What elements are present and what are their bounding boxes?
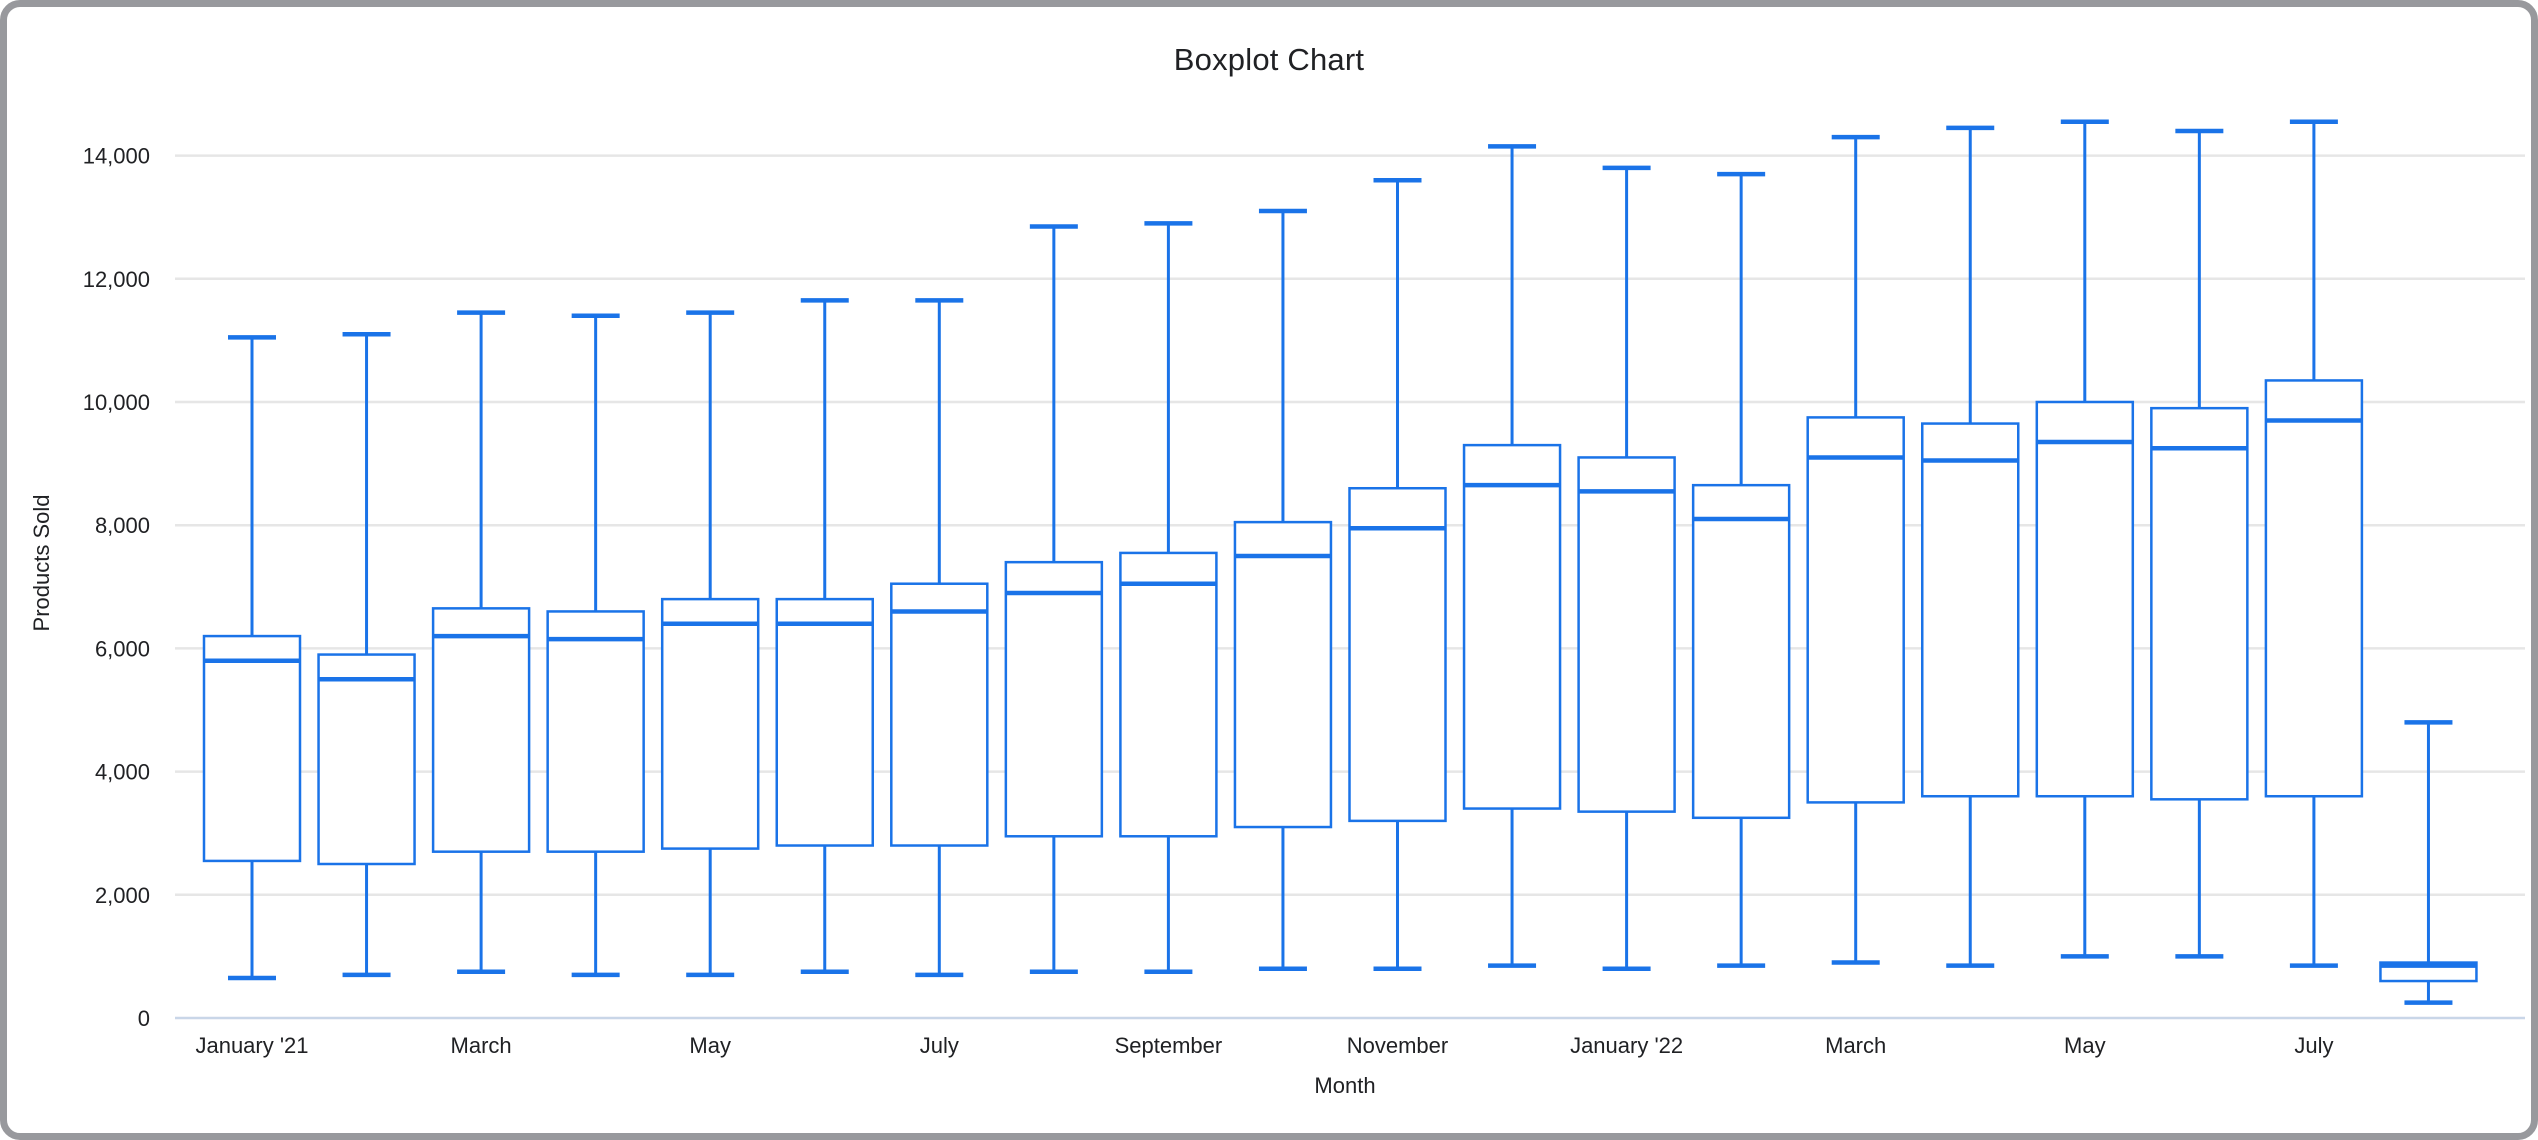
- boxplot-box[interactable]: [2379, 720, 2478, 1005]
- boxplot-box[interactable]: [317, 331, 416, 978]
- boxplot-box[interactable]: [2150, 128, 2249, 959]
- iqr-box: [546, 610, 645, 853]
- iqr-box: [1921, 422, 2020, 798]
- boxplot-box[interactable]: [775, 298, 874, 975]
- iqr-box: [317, 653, 416, 866]
- x-tick-label: May: [689, 1033, 731, 1058]
- y-tick-label: 4,000: [95, 760, 150, 785]
- x-tick-label: November: [1347, 1033, 1448, 1058]
- x-tick-label: July: [920, 1033, 959, 1058]
- boxplot-box[interactable]: [2035, 119, 2135, 959]
- boxplot-box[interactable]: [546, 313, 645, 978]
- x-tick-label: July: [2294, 1033, 2333, 1058]
- x-tick-label: September: [1115, 1033, 1223, 1058]
- boxplot-box[interactable]: [2264, 119, 2364, 968]
- y-tick-label: 12,000: [83, 267, 150, 292]
- x-tick-label: May: [2064, 1033, 2106, 1058]
- iqr-box: [1348, 486, 1447, 823]
- boxplot-box[interactable]: [1691, 171, 1791, 968]
- iqr-box: [1577, 456, 1676, 813]
- iqr-box: [1233, 520, 1333, 829]
- boxplot-box[interactable]: [1806, 134, 1905, 965]
- chart-title: Boxplot Chart: [1173, 42, 1365, 77]
- boxplot-box[interactable]: [431, 310, 531, 975]
- x-tick-label: January '21: [195, 1033, 308, 1058]
- iqr-box: [431, 607, 531, 853]
- iqr-box: [1119, 551, 1218, 838]
- iqr-box: [775, 597, 874, 847]
- boxplot-box[interactable]: [1004, 224, 1104, 975]
- iqr-box: [660, 597, 760, 850]
- boxplot-box[interactable]: [1577, 165, 1676, 971]
- iqr-box: [1806, 416, 1905, 804]
- boxplot-box[interactable]: [202, 335, 302, 981]
- y-tick-label: 8,000: [95, 513, 150, 538]
- boxplot-box[interactable]: [1462, 144, 1562, 968]
- iqr-box: [2264, 379, 2364, 798]
- y-tick-label: 6,000: [95, 636, 150, 661]
- iqr-box: [1462, 443, 1562, 810]
- boxplot-box[interactable]: [1119, 221, 1218, 975]
- iqr-box: [2150, 406, 2249, 801]
- boxplot-box[interactable]: [1233, 208, 1333, 971]
- iqr-box: [1691, 483, 1791, 820]
- y-tick-label: 0: [138, 1006, 150, 1031]
- boxplot-box[interactable]: [660, 310, 760, 978]
- x-tick-label: January '22: [1570, 1033, 1683, 1058]
- x-axis-title: Month: [1314, 1073, 1376, 1098]
- y-tick-label: 2,000: [95, 883, 150, 908]
- x-tick-label: March: [451, 1033, 512, 1058]
- iqr-box: [2035, 400, 2135, 798]
- y-axis-title: Products Sold: [29, 494, 54, 632]
- boxplot-box[interactable]: [1348, 177, 1447, 971]
- boxplot-box[interactable]: [890, 298, 989, 978]
- y-tick-label: 10,000: [83, 390, 150, 415]
- iqr-box: [890, 582, 989, 847]
- boxplot-box[interactable]: [1921, 125, 2020, 968]
- x-tick-label: March: [1825, 1033, 1886, 1058]
- y-tick-label: 14,000: [83, 144, 150, 169]
- iqr-box: [1004, 560, 1104, 838]
- iqr-box: [202, 634, 302, 863]
